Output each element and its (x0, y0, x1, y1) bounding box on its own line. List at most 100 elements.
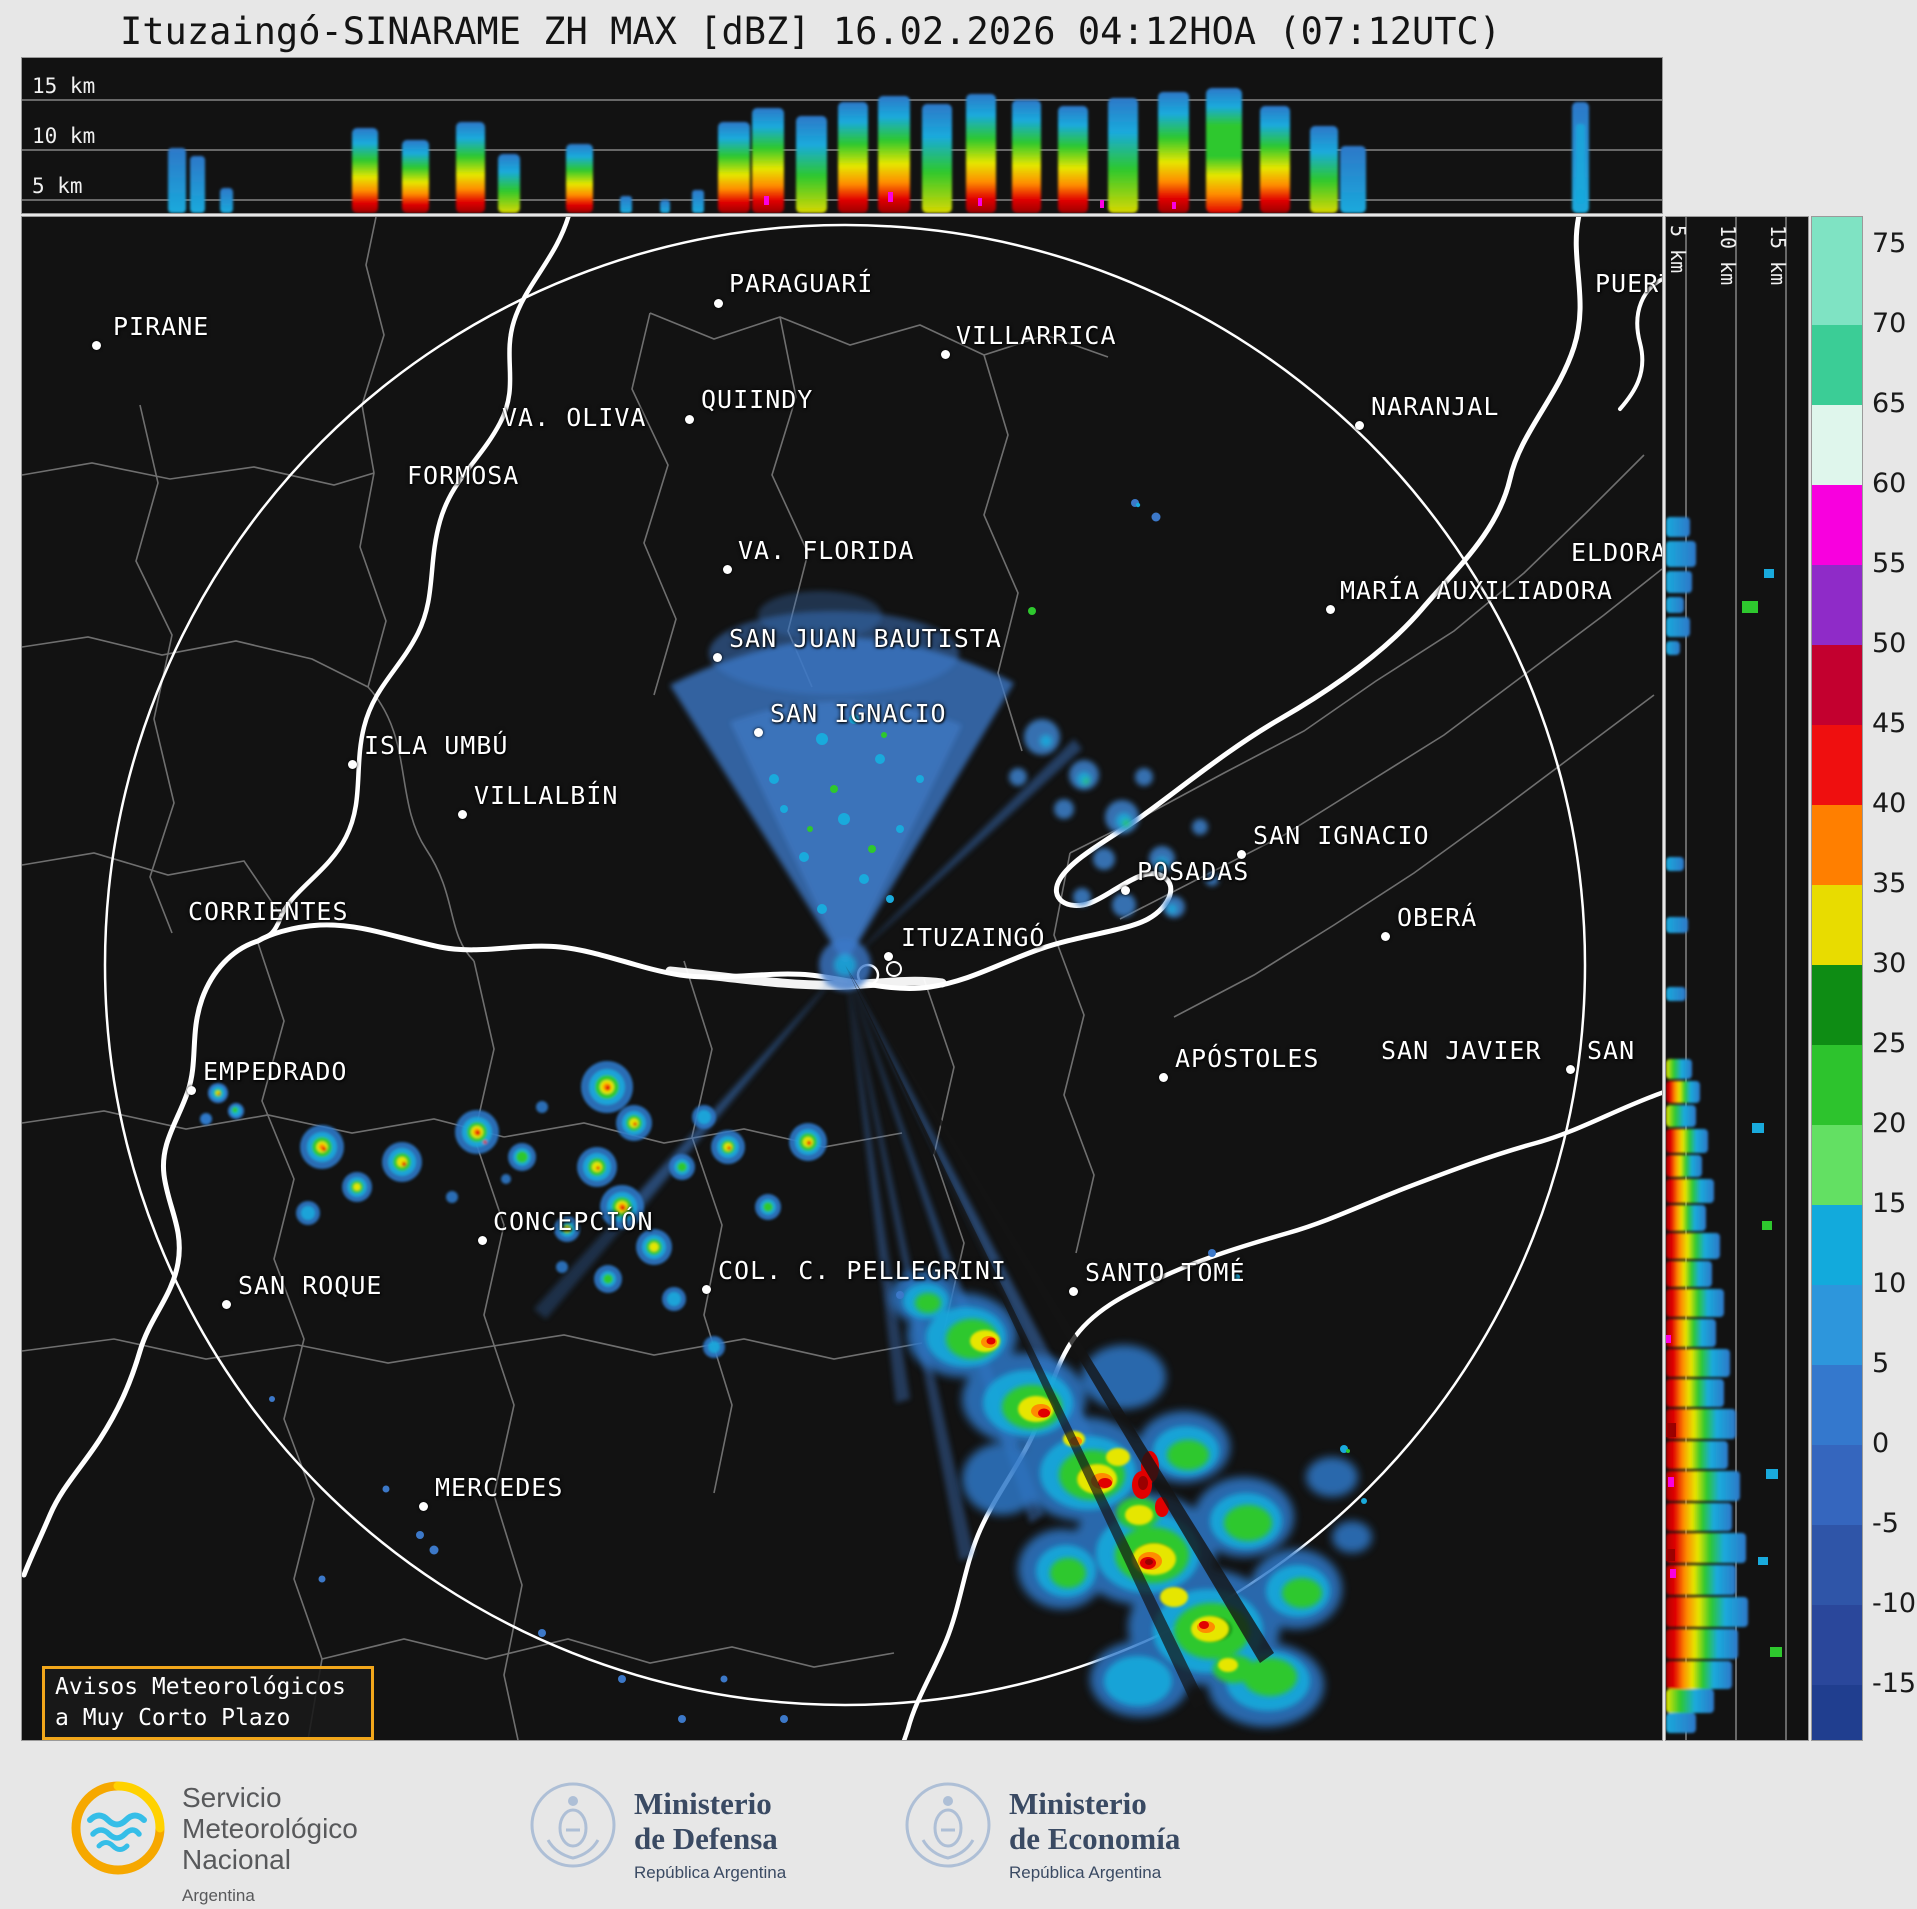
height-label-5km: 5 km (32, 174, 83, 198)
economia-line-2: de Economía (1009, 1821, 1181, 1856)
colorbar-segment (1812, 1045, 1862, 1125)
height-label-v-15km: 15 km (1766, 225, 1790, 286)
defensa-line-2: de Defensa (634, 1821, 778, 1856)
city-dot (419, 1502, 428, 1511)
smn-line-3: Nacional (182, 1844, 291, 1875)
city-label-maría-auxiliadora: MARÍA AUXILIADORA (1340, 576, 1613, 605)
city-label-concepción: CONCEPCIÓN (493, 1207, 654, 1236)
hail-specks (764, 192, 1176, 209)
colorbar-tick--15: -15 (1872, 1667, 1917, 1699)
colorbar-segment (1812, 405, 1862, 485)
defensa-line-3: República Argentina (634, 1863, 787, 1882)
city-label-formosa: FORMOSA (407, 461, 520, 490)
city-label-ituzaingó: ITUZAINGÓ (901, 923, 1046, 952)
city-label-paraguarí: PARAGUARÍ (729, 269, 874, 298)
right-cross-section-panel: 5 km 10 km 15 km (1665, 216, 1809, 1741)
economia-line-3: República Argentina (1009, 1863, 1162, 1882)
echo-scattered-cyan (1135, 502, 1367, 1504)
city-dot (348, 760, 357, 769)
echo-cluster-west (296, 1061, 827, 1358)
river-paraguay (255, 217, 571, 944)
advisory-box[interactable]: Avisos Meteorológicos a Muy Corto Plazo (42, 1666, 374, 1740)
clutter-speckles-cyan (769, 714, 924, 914)
colorbar-tick--10: -10 (1872, 1587, 1917, 1619)
colorbar-tick-45: 45 (1872, 707, 1907, 739)
city-label-villalbín: VILLALBÍN (474, 781, 619, 810)
clutter-speckles-green (807, 732, 887, 853)
radar-map-panel: PIRANE PARAGUARÍ VILLARRICA VA. OLIVA QUIIND… (21, 216, 1663, 1741)
city-label-san-javier: SAN JAVIER (1381, 1036, 1542, 1065)
city-dot (1121, 886, 1130, 895)
radar-site-marker-2 (886, 961, 902, 977)
city-dot (1326, 605, 1335, 614)
city-dot (685, 415, 694, 424)
colorbar-tick-50: 50 (1872, 627, 1907, 659)
colorbar-segment (1812, 217, 1862, 245)
colorbar-segment (1812, 1605, 1862, 1685)
city-label-villarrica: VILLARRICA (956, 321, 1117, 350)
city-dot (1381, 932, 1390, 941)
city-dot (92, 341, 101, 350)
colorbar-tick-0: 0 (1872, 1427, 1890, 1459)
city-label-naranjal: NARANJAL (1371, 392, 1500, 421)
echo-patch-north (1009, 719, 1219, 918)
echo-complex-southeast (845, 965, 1372, 1727)
city-label-san-roque: SAN ROQUE (238, 1271, 383, 1300)
city-label-san-juan-bautista: SAN JUAN BAUTISTA (729, 624, 1002, 653)
height-label-15km: 15 km (32, 74, 96, 98)
city-label-san-ignacio: SAN IGNACIO (1253, 821, 1430, 850)
colorbar-tick-5: 5 (1872, 1347, 1890, 1379)
page-title: Ituzaingó-SINARAME ZH MAX [dBZ] 16.02.20… (120, 10, 1502, 53)
colorbar-tick-70: 70 (1872, 307, 1907, 339)
colorbar-tick-65: 65 (1872, 387, 1907, 419)
colorbar-tick-60: 60 (1872, 467, 1907, 499)
colorbar-segment (1812, 805, 1862, 885)
city-label-isla-umbú: ISLA UMBÚ (364, 731, 509, 760)
height-label-10km: 10 km (32, 124, 96, 148)
colorbar-segment (1812, 1365, 1862, 1445)
core-specks-right (1666, 1423, 1676, 1561)
colorbar-segments (1812, 217, 1862, 1740)
echo-cluster-empedrado (200, 1083, 244, 1125)
city-dot (1355, 421, 1364, 430)
city-label-mercedes: MERCEDES (435, 1473, 564, 1502)
height-label-v-5km: 5 km (1666, 225, 1690, 274)
smn-line-2: Meteorológico (182, 1813, 358, 1844)
colorbar-segment (1812, 1285, 1862, 1365)
city-dot (884, 952, 893, 961)
colorbar-segment (1812, 1685, 1862, 1740)
colorbar-segment (1812, 1445, 1862, 1525)
echo-row-specks (1742, 569, 1782, 1657)
city-label-empedrado: EMPEDRADO (203, 1057, 348, 1086)
hail-specks-right (1666, 1335, 1676, 1578)
colorbar-tick-55: 55 (1872, 547, 1907, 579)
city-dot (458, 810, 467, 819)
city-dot (1237, 850, 1246, 859)
city-label-pirane: PIRANE (113, 312, 210, 341)
city-dot (222, 1300, 231, 1309)
city-label-santo-tomé: SANTO TOMÉ (1085, 1258, 1246, 1287)
economia-line-1: Ministerio (1009, 1786, 1147, 1821)
river-uruguay (901, 1090, 1662, 1740)
city-dot (702, 1285, 711, 1294)
city-dot (713, 653, 722, 662)
footer: Servicio Meteorológico Nacional Argentin… (0, 1740, 1917, 1909)
city-label-va-oliva: VA. OLIVA (502, 403, 647, 432)
city-label-puerto: PUERTO (1595, 269, 1662, 298)
defensa-wordmark: Ministerio de Defensa República Argentin… (634, 1786, 786, 1883)
colorbar-tick-75: 75 (1872, 227, 1907, 259)
city-dot (1566, 1065, 1575, 1074)
range-ring (103, 223, 1587, 1707)
colorbar-tick-20: 20 (1872, 1107, 1907, 1139)
river-parana (22, 217, 1583, 1578)
advisory-line-2: a Muy Corto Plazo (55, 1705, 291, 1731)
colorbar-segment (1812, 725, 1862, 805)
smn-wordmark: Servicio Meteorológico Nacional Argentin… (182, 1782, 358, 1909)
echo-columns (168, 88, 1589, 213)
city-dot (187, 1086, 196, 1095)
echo-scattered-dots (269, 499, 1216, 1723)
smn-line-4: Argentina (182, 1886, 255, 1905)
colorbar-tick-35: 35 (1872, 867, 1907, 899)
economia-emblem-icon (905, 1782, 991, 1868)
